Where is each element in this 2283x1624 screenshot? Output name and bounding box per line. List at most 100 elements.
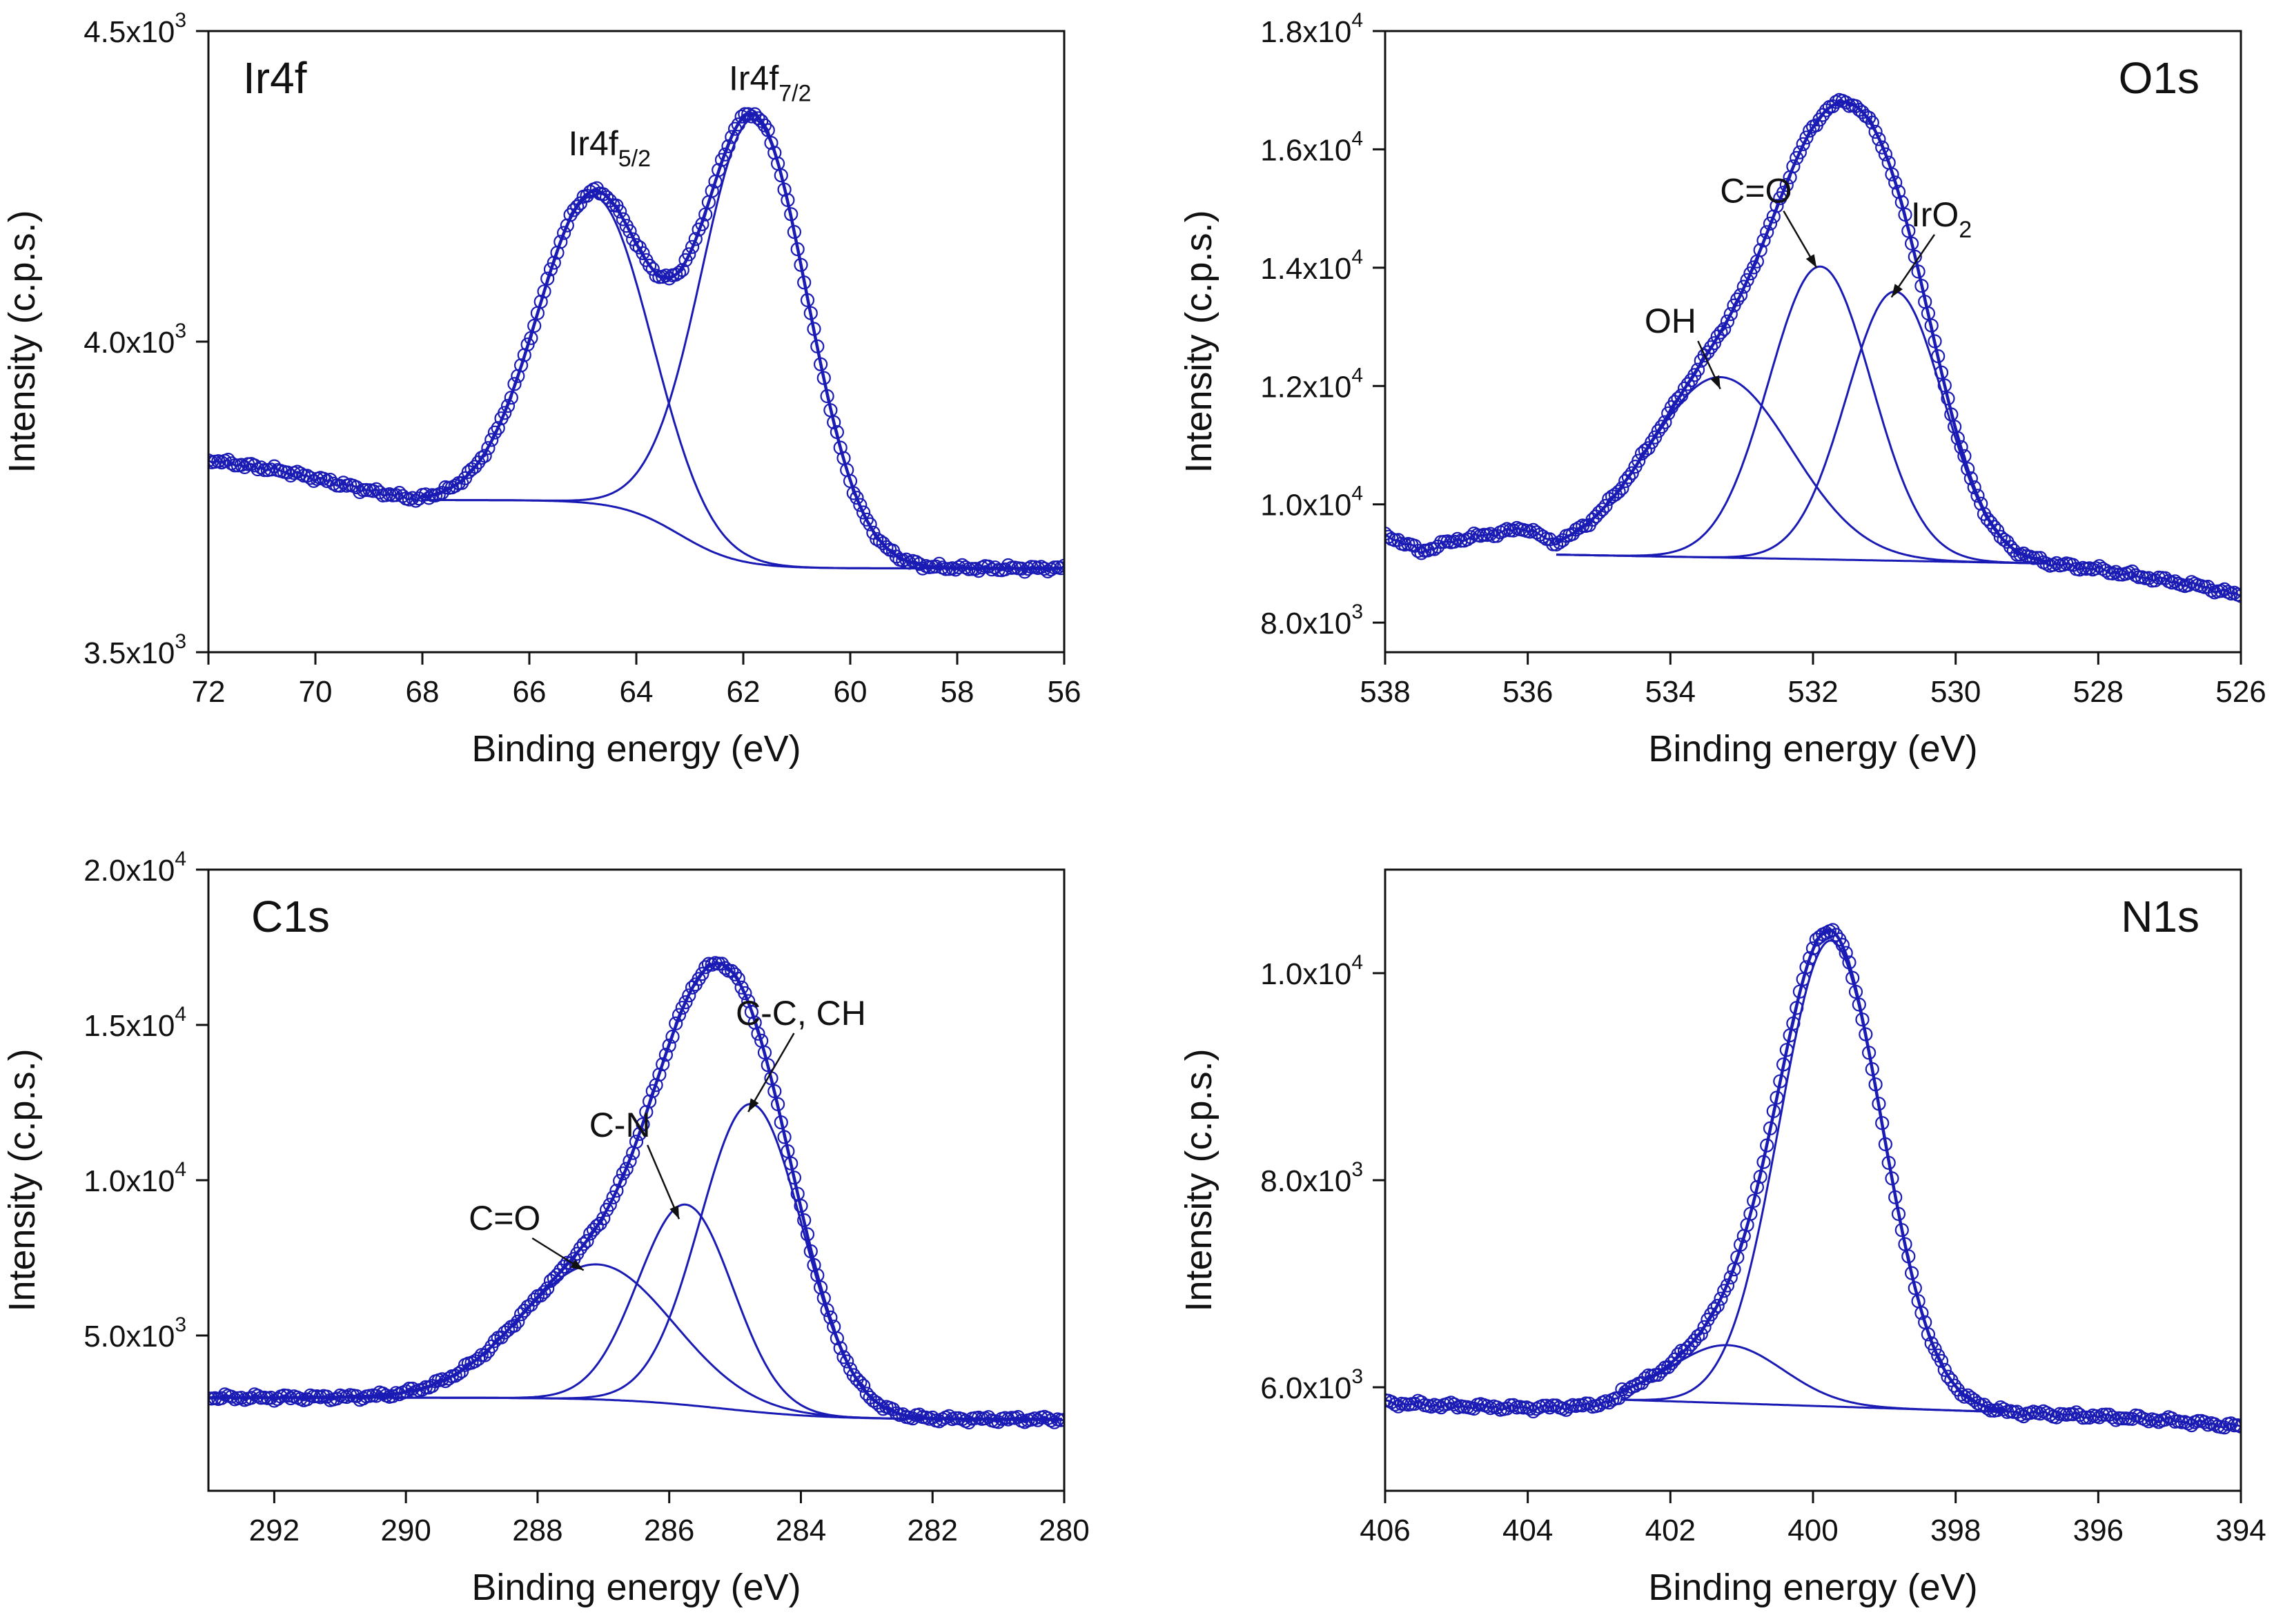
data-point: [280, 1389, 295, 1403]
data-point: [300, 1392, 315, 1407]
plot-area: [208, 956, 1064, 1430]
data-point: [1967, 480, 1981, 495]
annotation-arrowhead: [669, 1205, 679, 1220]
data-point: [1723, 1270, 1738, 1285]
plot-area: [1385, 923, 2241, 1435]
x-tick-label: 290: [380, 1514, 431, 1547]
data-point: [1411, 544, 1425, 558]
data-point: [2207, 1417, 2222, 1431]
data-point: [2115, 1411, 2130, 1426]
data-point: [1753, 1169, 1767, 1184]
data-point: [816, 371, 831, 385]
data-point: [1786, 1016, 1801, 1030]
peak-annotation-main: C=O: [1720, 172, 1792, 211]
data-point: [1773, 1074, 1787, 1088]
data-point: [1914, 279, 1929, 293]
data-point: [570, 199, 585, 214]
data-point: [1750, 1180, 1765, 1195]
plot-area: [1385, 92, 2241, 603]
data-point: [1447, 534, 1462, 549]
data-point: [1885, 1171, 1899, 1186]
data-point: [682, 247, 696, 262]
annotation-arrowhead: [1710, 375, 1721, 389]
data-point: [1954, 1387, 1968, 1402]
data-point: [1004, 1411, 1019, 1425]
x-tick-label: 288: [512, 1514, 562, 1547]
data-point: [807, 322, 821, 336]
data-point: [1941, 1369, 1955, 1384]
data-point: [547, 255, 561, 270]
panel-ir4f: Ir4f 72 70 68 66 64 62 60 58 56 Binding energy (e…: [1, 9, 1081, 770]
data-point: [662, 1038, 676, 1053]
x-axis-title: Binding energy (eV): [1648, 728, 1977, 770]
y-tick-label: 2.0x104: [84, 848, 186, 888]
data-point: [511, 1314, 525, 1329]
data-point: [774, 168, 788, 183]
data-point: [872, 1398, 888, 1413]
data-point: [1803, 951, 1817, 966]
data-point: [1740, 273, 1754, 287]
data-point: [1730, 1250, 1745, 1264]
data-point: [1859, 1027, 1873, 1041]
data-point: [1865, 1062, 1879, 1077]
data-point: [2082, 1410, 2097, 1425]
y-axis-title: Intensity (c.p.s.): [1178, 1048, 1219, 1311]
data-point: [1842, 955, 1856, 970]
y-tick-label: 1.4x104: [1260, 246, 1363, 286]
data-point: [1671, 1347, 1685, 1362]
y-tick-exponent: 4: [175, 848, 186, 870]
data-point: [1463, 530, 1478, 545]
data-point: [1987, 520, 2001, 534]
data-point: [1805, 941, 1821, 956]
data-point: [1770, 199, 1784, 213]
data-point: [623, 224, 637, 239]
data-point: [1697, 1320, 1712, 1335]
data-point: [1888, 1190, 1903, 1204]
annotation-arrow: [647, 1144, 680, 1220]
data-point: [1385, 529, 1395, 544]
data-point: [1730, 292, 1745, 306]
y-tick-exponent: 3: [175, 630, 186, 653]
data-point: [688, 232, 703, 246]
y-tick-exponent: 4: [1351, 482, 1363, 505]
data-point: [580, 1233, 594, 1249]
data-point: [448, 478, 462, 493]
data-point: [1717, 322, 1732, 336]
data-point: [672, 266, 687, 280]
annotation-arrowhead: [1805, 254, 1817, 268]
data-point: [1881, 1155, 1896, 1170]
y-tick-mantissa: 8.0x10: [1260, 1164, 1351, 1198]
data-trace: [208, 112, 1064, 574]
data-point: [928, 559, 943, 574]
data-point: [478, 1348, 492, 1362]
data-point: [1753, 243, 1767, 257]
data-point: [658, 1048, 674, 1062]
data-point: [2108, 1413, 2123, 1427]
data-point: [1407, 1396, 1422, 1411]
data-point: [1664, 1356, 1678, 1371]
data-point: [774, 1115, 788, 1130]
data-point: [879, 540, 894, 554]
data-point: [405, 491, 420, 505]
data-point: [491, 421, 505, 436]
y-tick-mantissa: 1.0x10: [1260, 489, 1351, 522]
data-point: [1723, 307, 1738, 322]
data-point: [820, 389, 834, 404]
y-axis-title: Intensity (c.p.s.): [1, 210, 43, 473]
data-point: [606, 1190, 620, 1204]
data-point: [899, 552, 914, 567]
data-point: [2049, 1410, 2064, 1425]
data-point: [1875, 140, 1890, 155]
data-point: [264, 1390, 278, 1405]
data-point: [830, 1331, 845, 1346]
data-point: [856, 1378, 871, 1393]
peak-annotation-main: IrO: [1911, 195, 1959, 234]
data-point: [781, 193, 795, 207]
data-point: [1796, 137, 1810, 151]
data-point: [912, 557, 927, 571]
data-point: [1391, 1399, 1406, 1413]
data-point: [1654, 1364, 1669, 1378]
data-point: [734, 109, 749, 124]
data-point: [1792, 984, 1807, 999]
data-point: [1720, 1278, 1735, 1293]
